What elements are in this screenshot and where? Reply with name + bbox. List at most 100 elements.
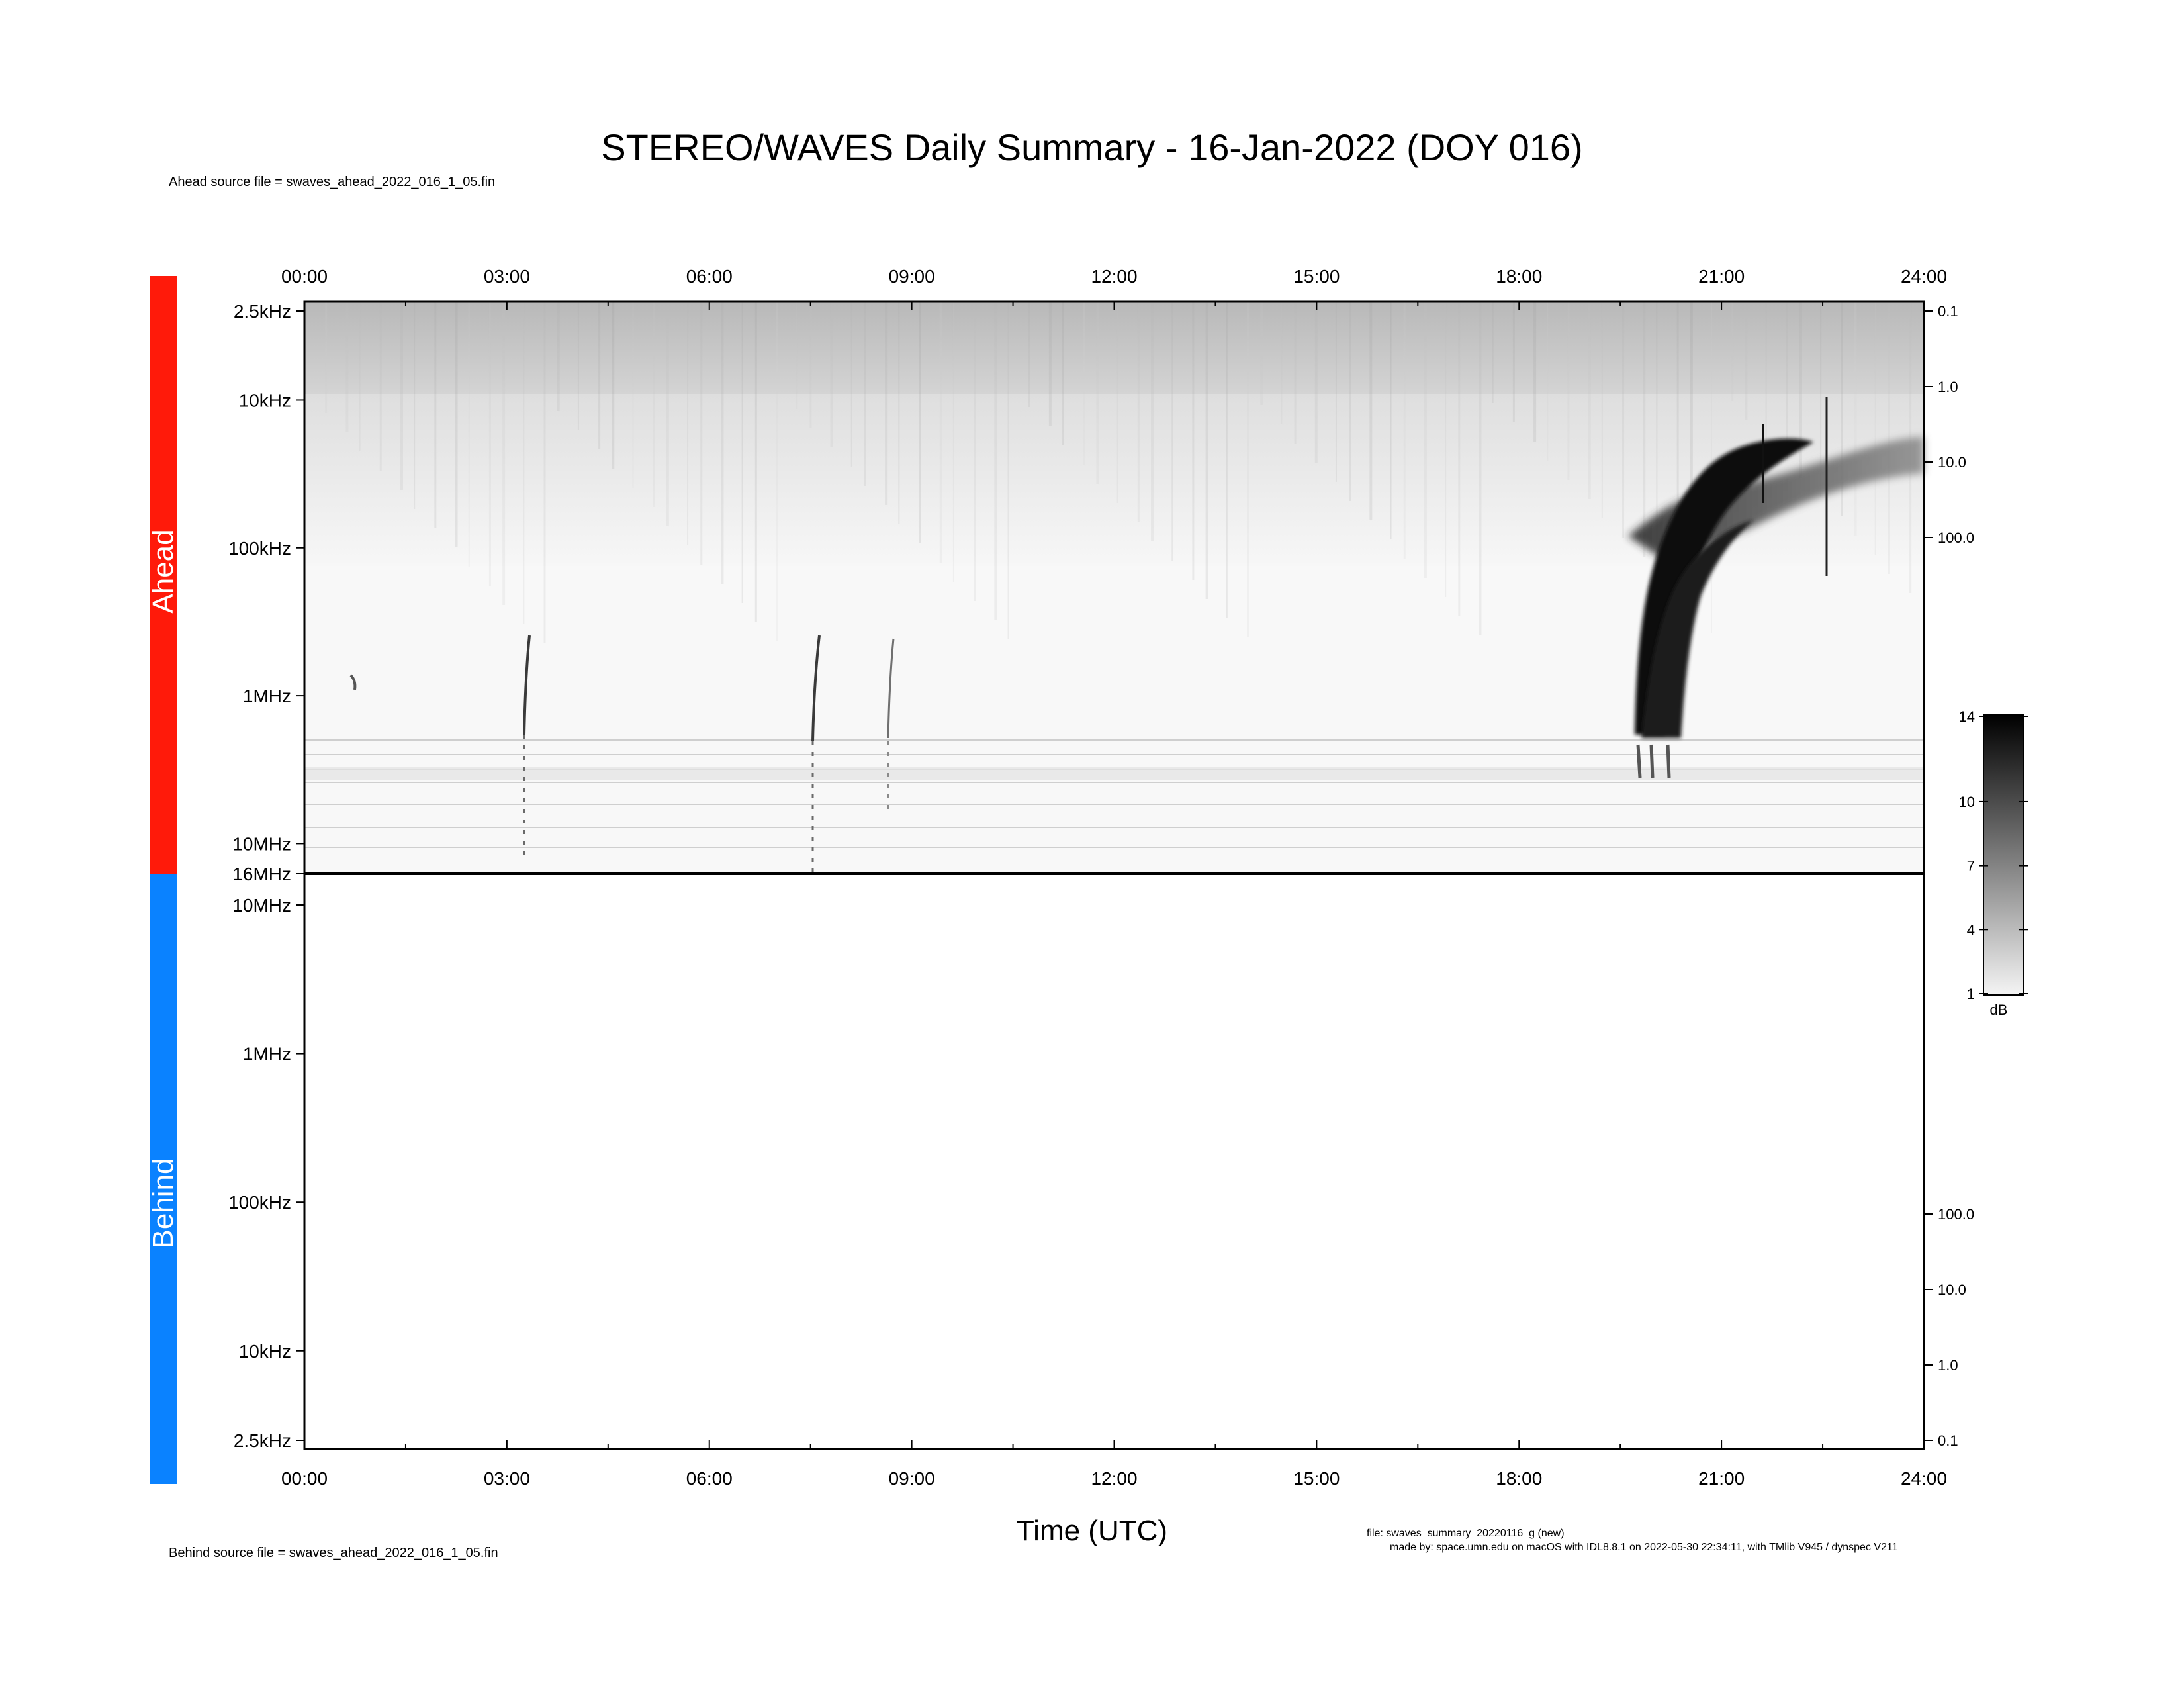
x-tick-label-bottom: 03:00	[484, 1468, 530, 1489]
texture-stripe	[1874, 301, 1876, 555]
texture-stripe	[1458, 301, 1461, 616]
behind-y-tick-label: 100kHz	[228, 1192, 291, 1213]
texture-stripe	[1643, 301, 1646, 557]
texture-stripe	[721, 301, 724, 584]
texture-stripe	[1533, 301, 1537, 442]
footer-made-by: made by: space.umn.edu on macOS with IDL…	[1390, 1542, 1898, 1553]
texture-stripe	[1854, 301, 1857, 536]
texture-stripe	[1799, 301, 1802, 478]
x-tick-label-top: 15:00	[1293, 266, 1340, 287]
texture-stripe	[1083, 301, 1085, 465]
texture-stripe	[1820, 301, 1822, 497]
texture-stripe	[1492, 301, 1494, 403]
texture-stripe	[1260, 301, 1263, 405]
intense-type-iii-burst	[1628, 397, 1924, 778]
texture-stripe	[414, 301, 416, 509]
texture-stripe	[1369, 301, 1373, 520]
texture-stripe	[666, 301, 669, 526]
colorbar-tick-label: 10	[1959, 794, 1975, 810]
texture-stripe	[1403, 301, 1406, 559]
texture-stripe	[1676, 301, 1679, 595]
texture-stripe	[1690, 301, 1693, 614]
texture-stripe	[523, 301, 525, 624]
behind-spectrogram	[304, 875, 1924, 1449]
texture-stripe	[325, 301, 328, 413]
x-tick-label-bottom: 21:00	[1698, 1468, 1745, 1489]
texture-stripe	[974, 301, 976, 601]
texture-stripe	[598, 301, 601, 449]
texture-stripe	[1547, 301, 1549, 461]
x-tick-label-bottom: 09:00	[889, 1468, 935, 1489]
chart-title: STEREO/WAVES Daily Summary - 16-Jan-2022…	[601, 126, 1583, 168]
texture-stripe	[919, 301, 921, 543]
x-tick-labels-bottom: 00:00 03:00 06:00 09:00 12:00 15:00 18:00 21:00…	[281, 1468, 1947, 1489]
texture-stripe	[1205, 301, 1208, 599]
type-iii-burst-0320	[523, 635, 531, 861]
texture-stripe	[775, 301, 778, 641]
ahead-y-ticks-right: 0.1 1.0 10.0 100.0	[1924, 303, 1974, 546]
x-tick-label-bottom: 24:00	[1901, 1468, 1947, 1489]
texture-stripe	[1479, 301, 1482, 635]
texture-stripe	[502, 301, 506, 605]
ahead-y-tick-label: 16MHz	[232, 864, 291, 884]
texture-stripe	[1226, 301, 1228, 618]
texture-stripe	[700, 301, 703, 565]
x-tick-labels-top: 00:00 03:00 06:00 09:00 12:00 15:00 18:00 21:00…	[281, 266, 1947, 287]
texture-stripe	[612, 301, 615, 469]
type-iii-burst-0840	[887, 638, 895, 814]
texture-stripe	[379, 301, 382, 471]
texture-stripe	[1567, 301, 1570, 480]
ahead-right-tick-label: 0.1	[1938, 303, 1958, 320]
texture-stripe	[1294, 301, 1297, 444]
behind-y-tick-label: 10MHz	[232, 895, 291, 915]
texture-stripe	[1192, 301, 1195, 580]
ahead-y-tick-label: 10kHz	[239, 390, 291, 410]
texture-stripe	[1424, 301, 1427, 578]
behind-y-ticks-left: 10MHz 1MHz 100kHz 10kHz 2.5kHz	[228, 895, 304, 1451]
x-tick-label-bottom: 15:00	[1293, 1468, 1340, 1489]
type-iii-burst-0730	[811, 635, 821, 872]
colorbar: 14 10 7 4 1 dB	[1959, 708, 2028, 1018]
texture-stripe	[1062, 301, 1064, 445]
colorbar-tick-label: 4	[1967, 921, 1975, 938]
x-axis-ticks	[304, 301, 1925, 1449]
behind-right-tick-label: 0.1	[1938, 1432, 1958, 1449]
behind-right-tick-label: 1.0	[1938, 1357, 1958, 1374]
x-tick-label-top: 18:00	[1496, 266, 1542, 287]
x-tick-label-top: 09:00	[889, 266, 935, 287]
texture-stripe	[1588, 301, 1591, 499]
texture-stripe	[1116, 301, 1118, 503]
colorbar-tick-label: 14	[1959, 708, 1975, 725]
ahead-spectrogram	[304, 301, 1924, 874]
texture-stripe	[1841, 301, 1843, 516]
texture-stripe	[434, 301, 437, 528]
texture-stripe	[885, 301, 888, 505]
texture-stripe	[468, 301, 470, 567]
colorbar-unit: dB	[1990, 1002, 2008, 1018]
x-tick-label-bottom: 06:00	[686, 1468, 733, 1489]
x-tick-label-top: 06:00	[686, 266, 733, 287]
texture-stripe	[345, 301, 349, 432]
texture-stripe	[1622, 301, 1625, 538]
x-tick-label-top: 21:00	[1698, 266, 1745, 287]
texture-stripe	[543, 301, 546, 643]
texture-stripe	[796, 301, 798, 409]
texture-stripe	[557, 301, 560, 411]
x-tick-label-bottom: 00:00	[281, 1468, 328, 1489]
texture-stripe	[864, 301, 866, 486]
texture-stripe	[1745, 301, 1748, 420]
texture-stripe	[1390, 301, 1392, 539]
texture-stripe	[830, 301, 833, 447]
ahead-source-label: Ahead source file = swaves_ahead_2022_01…	[169, 175, 496, 189]
colorbar-tick-label: 7	[1967, 858, 1975, 874]
ahead-y-tick-label: 100kHz	[228, 538, 291, 559]
texture-stripe	[359, 301, 361, 451]
texture-stripe	[952, 301, 954, 582]
texture-stripe	[1349, 301, 1351, 501]
texture-stripe	[1096, 301, 1099, 484]
ahead-y-tick-label: 1MHz	[243, 686, 291, 706]
ahead-right-tick-label: 100.0	[1938, 530, 1974, 546]
type-iii-burst-0050	[349, 674, 357, 690]
texture-stripe	[400, 301, 403, 490]
ahead-right-tick-label: 10.0	[1938, 454, 1966, 471]
